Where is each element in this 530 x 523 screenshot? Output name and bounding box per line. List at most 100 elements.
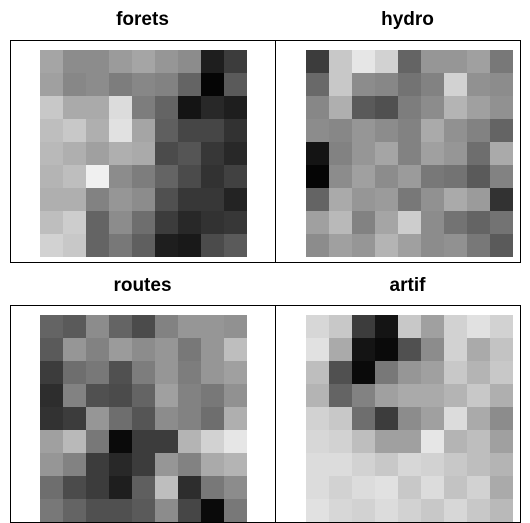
heatmap-cell: [224, 499, 247, 522]
heatmap-cell: [352, 407, 375, 430]
heatmap-cell: [224, 211, 247, 234]
heatmap-cell: [421, 142, 444, 165]
heatmap-cell: [467, 50, 490, 73]
heatmap-cell: [329, 430, 352, 453]
heatmap-cell: [375, 188, 398, 211]
heatmap-cell: [40, 165, 63, 188]
heatmap-cell: [398, 430, 421, 453]
heatmap-cell: [201, 361, 224, 384]
heatmap-cell: [178, 315, 201, 338]
heatmap-cell: [178, 338, 201, 361]
heatmap-cell: [306, 476, 329, 499]
heatmap-cell: [155, 453, 178, 476]
heatmap-cell: [398, 165, 421, 188]
heatmap-cell: [86, 453, 109, 476]
heatmap-cell: [352, 384, 375, 407]
heatmap-cell: [201, 234, 224, 257]
heatmap-cell: [63, 142, 86, 165]
heatmap-cell: [398, 73, 421, 96]
heatmap-cell: [444, 73, 467, 96]
heatmap-cell: [178, 453, 201, 476]
heatmap-cell: [467, 165, 490, 188]
heatmap-cell: [132, 142, 155, 165]
heatmap-cell: [329, 188, 352, 211]
heatmap-cell: [201, 119, 224, 142]
heatmap-cell: [329, 211, 352, 234]
heatmap-cell: [306, 453, 329, 476]
heatmap-cell: [109, 142, 132, 165]
heatmap-cell: [178, 211, 201, 234]
heatmap-cell: [398, 50, 421, 73]
heatmap-cell: [201, 165, 224, 188]
heatmap-cell: [421, 407, 444, 430]
heatmap-cell: [132, 73, 155, 96]
heatmap-cell: [109, 119, 132, 142]
heatmap-cell: [306, 499, 329, 522]
heatmap-cell: [490, 142, 513, 165]
heatmap-cell: [375, 338, 398, 361]
heatmap-cell: [421, 338, 444, 361]
heatmap-cell: [201, 453, 224, 476]
heatmap-cell: [63, 499, 86, 522]
heatmap-cell: [63, 119, 86, 142]
heatmap-cell: [201, 338, 224, 361]
heatmap-cell: [421, 234, 444, 257]
heatmap-cell: [375, 361, 398, 384]
heatmap-cell: [109, 407, 132, 430]
heatmap-cell: [63, 476, 86, 499]
heatmap-cell: [63, 338, 86, 361]
heatmap-cell: [40, 211, 63, 234]
heatmap-cell: [132, 234, 155, 257]
heatmap-cell: [352, 73, 375, 96]
heatmap-cell: [375, 234, 398, 257]
heatmap-cell: [224, 384, 247, 407]
heatmap-cell: [109, 73, 132, 96]
heatmap-cell: [490, 165, 513, 188]
heatmap-cell: [444, 499, 467, 522]
heatmap-cell: [467, 430, 490, 453]
heatmap-cell: [224, 476, 247, 499]
heatmap-cell: [306, 73, 329, 96]
heatmap-cell: [224, 142, 247, 165]
heatmap-cell: [178, 407, 201, 430]
heatmap-cell: [352, 165, 375, 188]
heatmap-cell: [109, 315, 132, 338]
heatmap-cell: [63, 211, 86, 234]
heatmap-cell: [375, 50, 398, 73]
heatmap-cell: [40, 453, 63, 476]
heatmap-cell: [132, 50, 155, 73]
heatmap-cell: [109, 361, 132, 384]
heatmap-cell: [329, 234, 352, 257]
heatmap-cell: [329, 96, 352, 119]
heatmap-cell: [398, 499, 421, 522]
heatmap-cell: [86, 142, 109, 165]
heatmap-cell: [490, 453, 513, 476]
heatmap-cell: [86, 234, 109, 257]
heatmap-cell: [132, 407, 155, 430]
heatmap-cell: [40, 119, 63, 142]
heatmap-cell: [201, 384, 224, 407]
heatmap-cell: [421, 476, 444, 499]
heatmap-cell: [398, 96, 421, 119]
heatmap-cell: [63, 96, 86, 119]
heatmap-cell: [86, 165, 109, 188]
heatmap-cell: [224, 50, 247, 73]
heatmap-cell: [490, 407, 513, 430]
heatmap-cell: [63, 188, 86, 211]
heatmap-cell: [306, 361, 329, 384]
heatmap-cell: [40, 96, 63, 119]
heatmap-cell: [467, 499, 490, 522]
heatmap-cell: [421, 188, 444, 211]
heatmap-cell: [63, 407, 86, 430]
heatmap-cell: [40, 73, 63, 96]
heatmap-cell: [398, 119, 421, 142]
heatmap-cell: [224, 407, 247, 430]
heatmap-cell: [398, 361, 421, 384]
heatmap-cell: [178, 50, 201, 73]
heatmap-cell: [178, 96, 201, 119]
heatmap-cell: [40, 234, 63, 257]
heatmap-cell: [490, 338, 513, 361]
heatmap-cell: [155, 165, 178, 188]
heatmap-cell: [155, 476, 178, 499]
